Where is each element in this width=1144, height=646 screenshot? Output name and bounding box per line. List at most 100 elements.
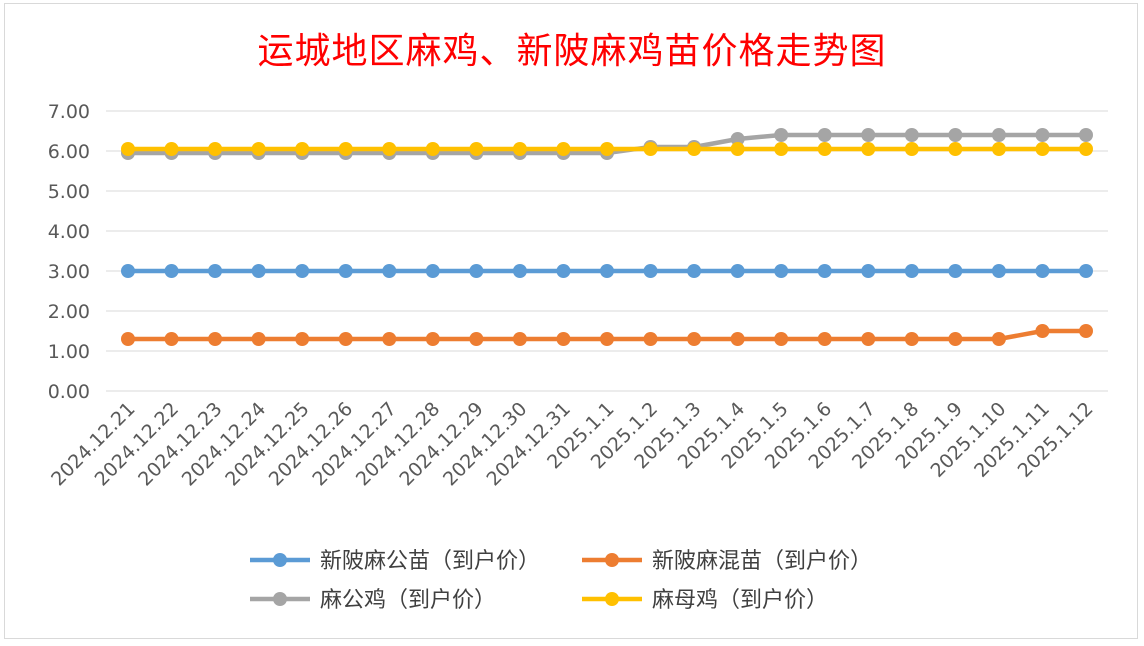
data-point [1035,264,1050,278]
data-point [600,332,614,346]
data-point [208,264,223,278]
legend-swatch-marker [273,553,287,567]
legend: 新陂麻公苗（到户价） 新陂麻混苗（到户价） 麻公鸡（到户价） 麻母鸡（到户价） [250,549,872,613]
data-point [556,264,571,278]
data-point [338,264,353,278]
data-point [208,142,223,156]
data-point [817,128,832,142]
data-point [730,142,745,156]
data-point [382,332,397,346]
data-point [643,332,658,346]
y-tick-label: 6.00 [48,141,90,163]
data-point [382,264,397,278]
data-point [861,142,876,156]
data-point [817,332,832,346]
data-point [730,332,745,346]
y-tick-label: 0.00 [48,381,90,403]
data-point [600,142,614,156]
data-point [817,142,832,156]
data-point [251,264,266,278]
data-point [425,332,440,346]
legend-item: 新陂麻公苗（到户价） [250,549,540,574]
data-point [600,264,614,278]
data-point [904,332,919,346]
data-point [469,142,484,156]
legend-label: 新陂麻公苗（到户价） [320,549,540,574]
series-3 [121,142,1093,156]
data-point [861,332,876,346]
data-point [164,142,179,156]
y-tick-label: 3.00 [48,261,90,283]
y-axis-ticks: 0.00 1.00 2.00 3.00 4.00 5.00 6.00 7.00 [48,101,90,403]
legend-swatch-marker [273,592,287,606]
chart-frame [4,3,1138,639]
data-point [687,332,702,346]
data-point [643,264,658,278]
data-point [687,264,702,278]
data-point [512,264,527,278]
data-point [817,264,832,278]
data-point [425,142,440,156]
data-point [164,332,179,346]
legend-label: 麻公鸡（到户价） [320,588,496,613]
data-point [730,132,745,146]
data-point [774,128,789,142]
data-point [904,264,919,278]
x-axis-ticks: 2024.12.212024.12.222024.12.232024.12.24… [47,398,1097,490]
data-point [295,332,310,346]
data-point [774,332,789,346]
data-point [1035,142,1050,156]
legend-label: 麻母鸡（到户价） [652,588,828,613]
data-point [904,128,919,142]
data-point [121,142,135,156]
data-point [295,142,310,156]
legend-item: 麻母鸡（到户价） [582,588,828,613]
data-point [1079,128,1093,142]
data-point [1035,128,1050,142]
data-point [643,142,658,156]
y-tick-label: 5.00 [48,181,90,203]
data-point [556,142,571,156]
data-point [948,128,963,142]
data-point [208,332,223,346]
y-tick-label: 2.00 [48,301,90,323]
data-point [904,142,919,156]
data-point [730,264,745,278]
data-point [338,142,353,156]
legend-label: 新陂麻混苗（到户价） [652,549,872,574]
data-point [295,264,310,278]
data-point [338,332,353,346]
legend-swatch-marker [605,592,619,606]
data-point [164,264,179,278]
data-point [251,142,266,156]
data-point [1079,324,1093,338]
y-tick-label: 7.00 [48,101,90,123]
data-point [687,142,702,156]
data-point [425,264,440,278]
series-0 [121,264,1093,278]
data-point [1079,142,1093,156]
data-point [991,264,1006,278]
legend-item: 麻公鸡（到户价） [250,588,496,613]
data-point [948,332,963,346]
data-point [1079,264,1093,278]
data-point [251,332,266,346]
series-lines [121,128,1093,346]
data-point [991,142,1006,156]
y-tick-label: 4.00 [48,221,90,243]
data-point [469,264,484,278]
data-point [121,332,135,346]
data-point [861,264,876,278]
series-1 [121,324,1093,346]
data-point [991,332,1006,346]
legend-swatch-marker [605,553,619,567]
data-point [861,128,876,142]
y-tick-label: 1.00 [48,341,90,363]
data-point [1035,324,1050,338]
data-point [774,142,789,156]
data-point [469,332,484,346]
data-point [512,142,527,156]
legend-item: 新陂麻混苗（到户价） [582,549,872,574]
data-point [948,264,963,278]
